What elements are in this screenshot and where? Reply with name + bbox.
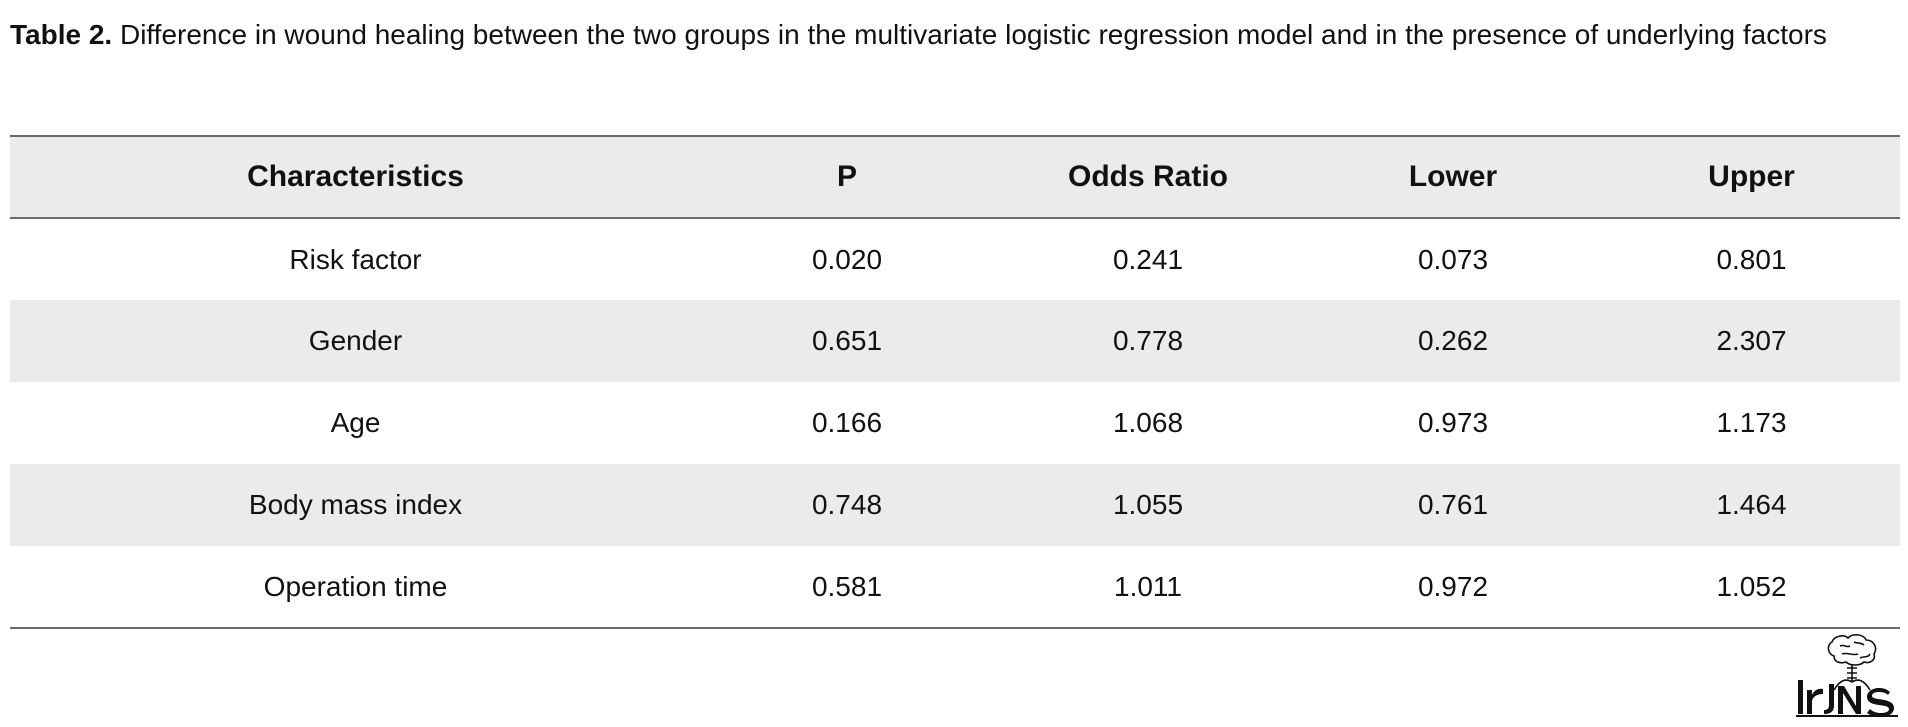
cell-upper: 1.052 xyxy=(1603,546,1900,629)
cell-odds-ratio: 1.011 xyxy=(993,546,1303,629)
table-row: Operation time 0.581 1.011 0.972 1.052 xyxy=(10,546,1900,629)
table-caption-text: Difference in wound healing between the … xyxy=(119,19,1827,50)
cell-upper: 2.307 xyxy=(1716,325,1787,356)
cell-characteristic: Operation time xyxy=(10,546,701,629)
table-row: Gender 0.651 0.778 0.262 2.307 xyxy=(10,300,1900,382)
cell-odds-ratio: 1.055 xyxy=(1112,489,1184,520)
cell-upper: 1.464 xyxy=(1716,489,1787,520)
cell-p: 0.651 xyxy=(811,325,883,356)
cell-lower: 0.761 xyxy=(1417,489,1489,520)
cell-characteristic: Body mass index xyxy=(248,489,463,520)
cell-odds-ratio: 0.241 xyxy=(1112,243,1184,275)
cell-p: 0.581 xyxy=(701,546,993,629)
cell-upper: 1.173 xyxy=(1716,407,1787,438)
table-row: Age 0.166 1.068 0.973 1.173 xyxy=(10,382,1900,464)
cell-characteristic: Gender xyxy=(308,325,403,356)
regression-table: Characteristics P Odds Ratio Lower Upper… xyxy=(10,135,1900,629)
cell-odds-ratio: 0.778 xyxy=(1112,325,1184,356)
cell-characteristic: Age xyxy=(330,407,381,438)
cell-upper: 0.801 xyxy=(1716,243,1787,275)
header-lower: Lower xyxy=(1303,135,1603,219)
cell-p: 0.020 xyxy=(811,243,883,275)
journal-logo xyxy=(1796,634,1898,717)
table-row: Body mass index 0.748 1.055 0.761 1.464 xyxy=(10,464,1900,546)
header-characteristics: Characteristics xyxy=(10,135,701,219)
header-odds-ratio: Odds Ratio xyxy=(993,135,1303,219)
table-caption-label: Table 2. xyxy=(10,19,113,50)
cell-p: 0.748 xyxy=(811,489,883,520)
table-caption: Table 2. Difference in wound healing bet… xyxy=(10,12,1900,58)
table-header-row: Characteristics P Odds Ratio Lower Upper xyxy=(10,135,1900,219)
cell-lower: 0.973 xyxy=(1417,407,1489,438)
header-p: P xyxy=(701,135,993,219)
cell-lower: 0.262 xyxy=(1417,325,1489,356)
header-upper: Upper xyxy=(1603,135,1900,219)
table-row: Risk factor 0.020 0.241 0.073 0.801 xyxy=(10,218,1900,300)
cell-odds-ratio: 1.068 xyxy=(1112,407,1184,438)
cell-lower: 0.972 xyxy=(1303,546,1603,629)
cell-lower: 0.073 xyxy=(1417,243,1489,275)
cell-p: 0.166 xyxy=(811,407,883,438)
cell-characteristic: Risk factor xyxy=(289,243,422,275)
